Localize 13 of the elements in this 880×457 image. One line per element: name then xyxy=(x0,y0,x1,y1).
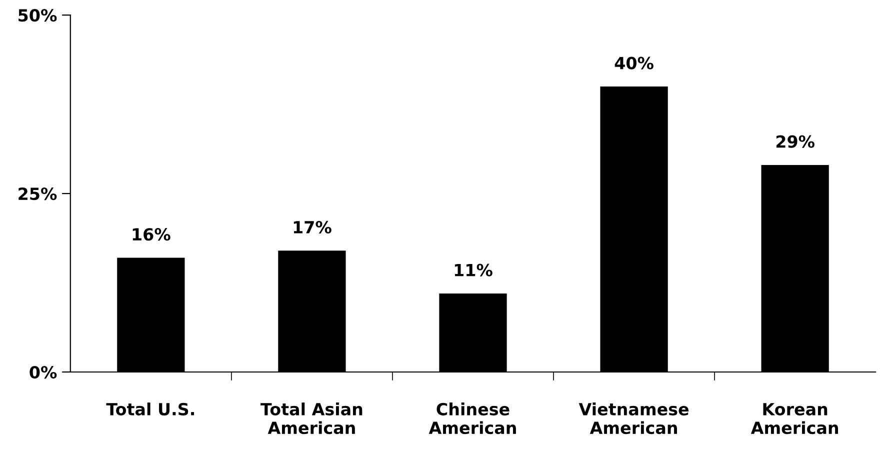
data-label: 16% xyxy=(132,228,170,241)
data-label: 17% xyxy=(294,220,332,234)
x-tick-label: Total U.S. xyxy=(106,402,194,416)
x-tick-label: Korean American xyxy=(750,403,838,434)
x-tick-label: Vietnamese American xyxy=(578,402,689,434)
y-tick-label: 25% xyxy=(18,188,57,200)
data-label: 29% xyxy=(776,135,814,148)
y-tick-label: 50% xyxy=(18,9,57,22)
data-label: 11% xyxy=(454,264,492,276)
x-tick-label: Chinese American xyxy=(428,402,516,434)
data-label: 40% xyxy=(614,56,654,70)
x-tick-label: Total Asian American xyxy=(260,402,362,434)
y-tick-label: 0% xyxy=(30,366,57,379)
